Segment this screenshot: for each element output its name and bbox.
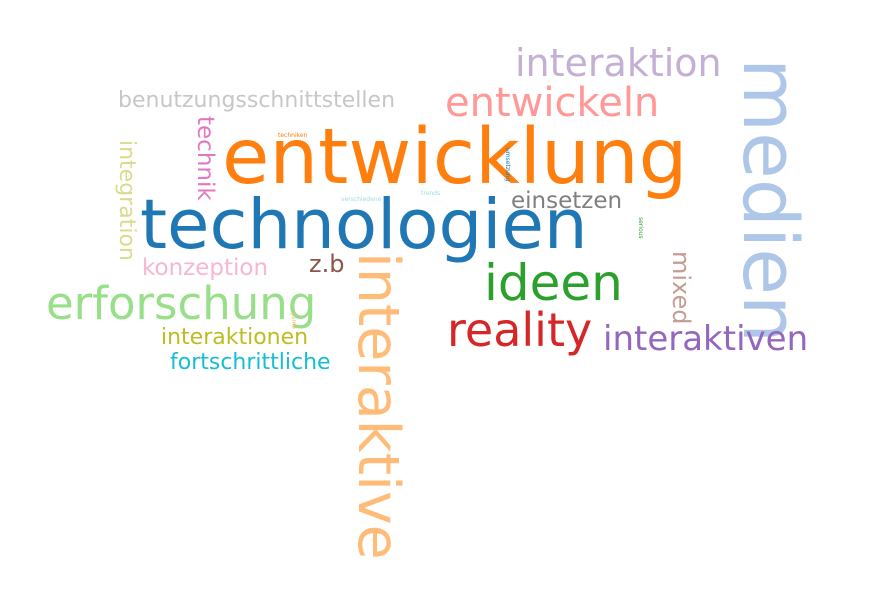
word-interaktion: interaktion bbox=[515, 41, 722, 85]
word-entwicklung: entwicklung bbox=[222, 113, 688, 202]
word-ideen: ideen bbox=[484, 254, 623, 312]
word-interaktionen: interaktionen bbox=[161, 325, 309, 350]
word-serious: serious bbox=[637, 217, 644, 239]
word-einsetzen: einsetzen bbox=[511, 188, 623, 214]
word-erforschung: erforschung bbox=[46, 277, 317, 330]
word-techniken: techniken bbox=[278, 132, 308, 139]
word-verschiedene: verschiedene bbox=[341, 196, 382, 203]
word-entwickeln: entwickeln bbox=[445, 80, 660, 126]
word-umsetzung: umsetzung bbox=[504, 148, 511, 182]
word-konzeption: konzeption bbox=[142, 255, 269, 281]
word-fortschrittliche: fortschrittliche bbox=[170, 350, 331, 375]
word-benutzungsschnittstellen: benutzungsschnittstellen bbox=[118, 88, 396, 113]
word-game: game bbox=[290, 312, 297, 330]
word-technik: technik bbox=[192, 116, 218, 201]
word-z-b: z.b bbox=[309, 250, 345, 278]
word-trends: trends bbox=[421, 190, 441, 197]
word-technologien: technologien bbox=[140, 185, 588, 265]
word-mixed: mixed bbox=[667, 251, 695, 325]
word-reality: reality bbox=[447, 303, 593, 357]
word-medien: medien bbox=[726, 58, 815, 344]
word-interaktiven: interaktiven bbox=[603, 319, 809, 359]
word-integration: integration bbox=[114, 140, 139, 261]
word-interaktive: interaktive bbox=[345, 252, 411, 560]
